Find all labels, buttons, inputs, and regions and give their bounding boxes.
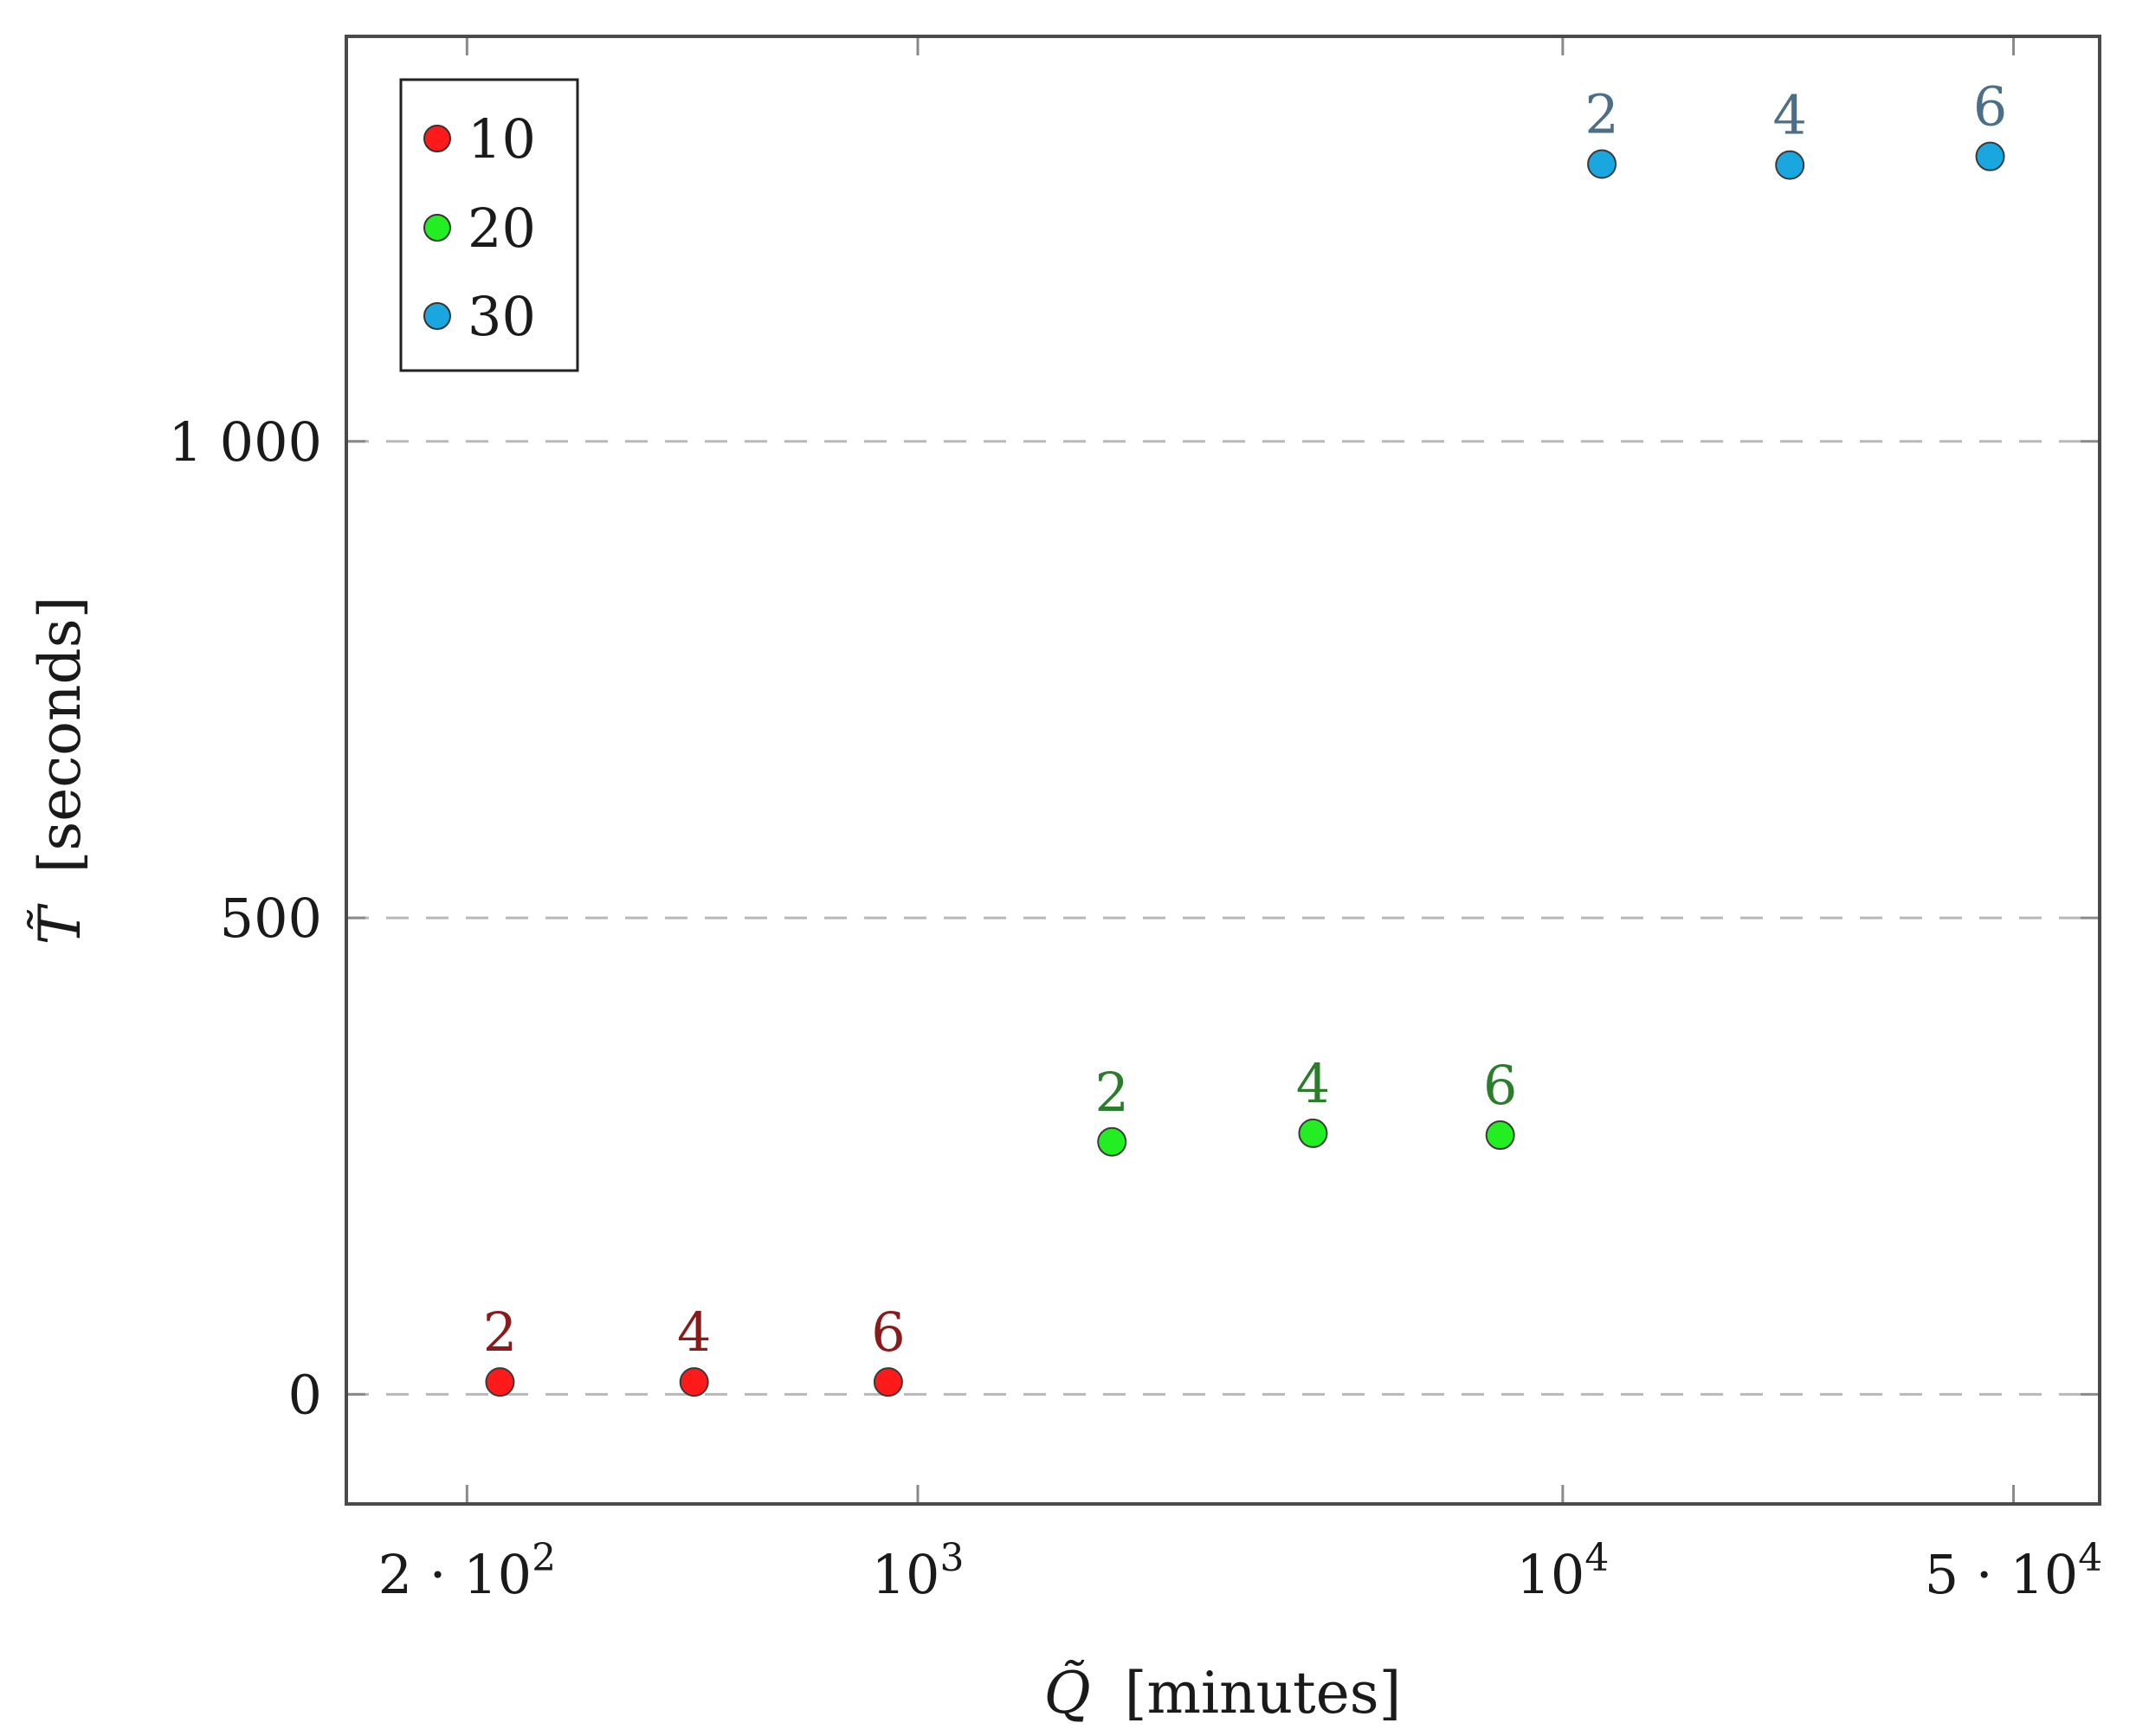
x-tick-label: 5 · 104 — [1925, 1536, 2102, 1606]
data-point — [1587, 149, 1617, 179]
legend-entry-30: 30 — [423, 285, 536, 348]
x-tick-label-base: 10 — [872, 1543, 940, 1606]
x-axis-symbol: Q̃ — [1044, 1660, 1091, 1726]
y-tick-label: 500 — [220, 887, 322, 950]
x-tick-labels: 2 · 102 103 104 5 · 104 — [378, 1536, 2103, 1606]
data-point — [1775, 150, 1805, 180]
data-point-label: 2 — [1095, 1061, 1129, 1124]
legend: 10 20 30 — [399, 78, 579, 372]
legend-label-10: 10 — [468, 107, 536, 171]
data-points: 2 4 6 2 4 6 2 4 6 — [483, 75, 2007, 1397]
y-tick-label: 1 000 — [169, 410, 323, 474]
legend-entry-20: 20 — [423, 197, 536, 260]
data-point-label: 6 — [871, 1300, 905, 1364]
data-point-label: 4 — [1772, 84, 1806, 147]
axis-ticks — [346, 36, 2100, 1504]
x-axis-title: Q̃ [minutes] — [1044, 1660, 1402, 1726]
x-axis-unit: [minutes] — [1125, 1660, 1402, 1726]
x-tick-label-exponent: 3 — [939, 1536, 964, 1580]
legend-marker-10 — [423, 125, 451, 152]
x-tick-label-base: 5 · 10 — [1925, 1543, 2078, 1606]
x-tick-label: 103 — [872, 1536, 965, 1606]
x-tick-label-base: 10 — [1516, 1543, 1584, 1606]
data-point — [679, 1367, 709, 1397]
series-20: 2 4 6 — [1095, 1052, 1517, 1157]
legend-entry-10: 10 — [423, 107, 536, 171]
y-tick-labels: 0 500 1 000 — [169, 410, 323, 1427]
data-point — [1485, 1120, 1515, 1151]
data-point — [485, 1367, 515, 1397]
x-tick-label-exponent: 4 — [1584, 1536, 1609, 1580]
legend-marker-30 — [423, 302, 451, 330]
data-point — [1097, 1126, 1127, 1157]
legend-label-30: 30 — [468, 285, 536, 348]
y-tick-label: 0 — [288, 1363, 322, 1426]
plot-frame — [345, 35, 2101, 1506]
data-point-label: 6 — [1973, 75, 2007, 139]
series-10: 2 4 6 — [483, 1300, 906, 1397]
legend-marker-20 — [423, 214, 451, 242]
data-point-label: 4 — [677, 1300, 711, 1364]
x-tick-label-exponent: 2 — [532, 1536, 556, 1580]
data-point — [873, 1367, 903, 1397]
grid-lines — [346, 440, 2100, 1396]
data-point-label: 2 — [483, 1300, 517, 1364]
y-axis-title: T̃ [seconds] — [27, 597, 94, 945]
legend-label-20: 20 — [468, 197, 536, 260]
y-axis-symbol: T̃ — [27, 902, 94, 945]
data-point-label: 4 — [1296, 1052, 1330, 1115]
data-point-label: 2 — [1584, 82, 1618, 145]
data-point — [1298, 1118, 1328, 1148]
data-point — [1975, 141, 2005, 171]
x-tick-label-base: 2 · 10 — [378, 1543, 532, 1606]
x-tick-label: 104 — [1516, 1536, 1609, 1606]
x-tick-label-exponent: 4 — [2078, 1536, 2102, 1580]
y-axis-unit: [seconds] — [27, 597, 94, 874]
x-tick-label: 2 · 102 — [378, 1536, 556, 1606]
series-30: 2 4 6 — [1584, 75, 2007, 180]
data-point-label: 6 — [1483, 1054, 1517, 1117]
